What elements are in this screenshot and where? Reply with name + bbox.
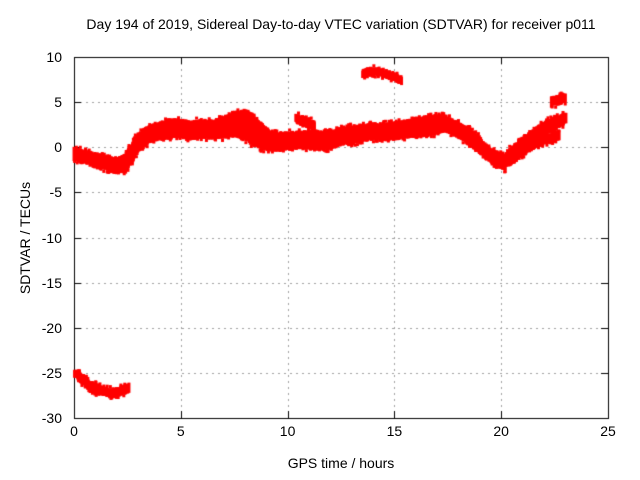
y-tick-label: -15 — [41, 274, 62, 291]
x-tick-label: 5 — [176, 423, 185, 439]
y-axis-label: SDTVAR / TECUs — [17, 181, 33, 295]
x-axis-label: GPS time / hours — [287, 455, 395, 471]
y-tick-label: -20 — [41, 319, 62, 336]
x-tick-label: 0 — [70, 423, 78, 439]
y-tick-label: -5 — [49, 184, 62, 201]
y-tick-label: 0 — [54, 139, 62, 156]
y-tick-label: 5 — [54, 94, 62, 111]
y-tick-label: -30 — [41, 410, 62, 426]
y-tick-label: -10 — [41, 229, 62, 246]
y-tick-label: -25 — [41, 364, 62, 381]
x-tick-label: 20 — [493, 423, 509, 439]
x-tick-label: 25 — [600, 423, 616, 439]
x-tick-label: 15 — [386, 423, 403, 439]
y-tick-label: 10 — [46, 49, 62, 65]
x-tick-label: 10 — [279, 423, 296, 439]
